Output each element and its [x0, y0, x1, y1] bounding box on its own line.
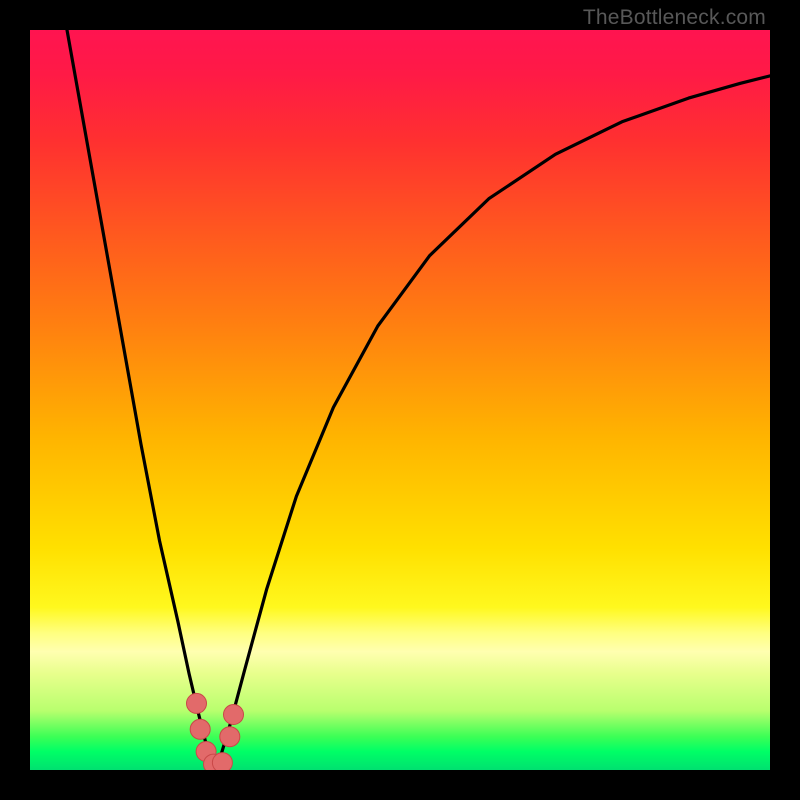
highlight-marker [224, 705, 244, 725]
highlight-marker [190, 719, 210, 739]
bottleneck-curve-left [67, 30, 215, 770]
bottleneck-curve-right [215, 76, 770, 770]
highlight-markers [187, 693, 244, 770]
chart-frame: TheBottleneck.com [0, 0, 800, 800]
highlight-marker [212, 753, 232, 770]
watermark-text: TheBottleneck.com [583, 6, 766, 30]
highlight-marker [220, 727, 240, 747]
plot-area [30, 30, 770, 770]
highlight-marker [187, 693, 207, 713]
curves-layer [30, 30, 770, 770]
